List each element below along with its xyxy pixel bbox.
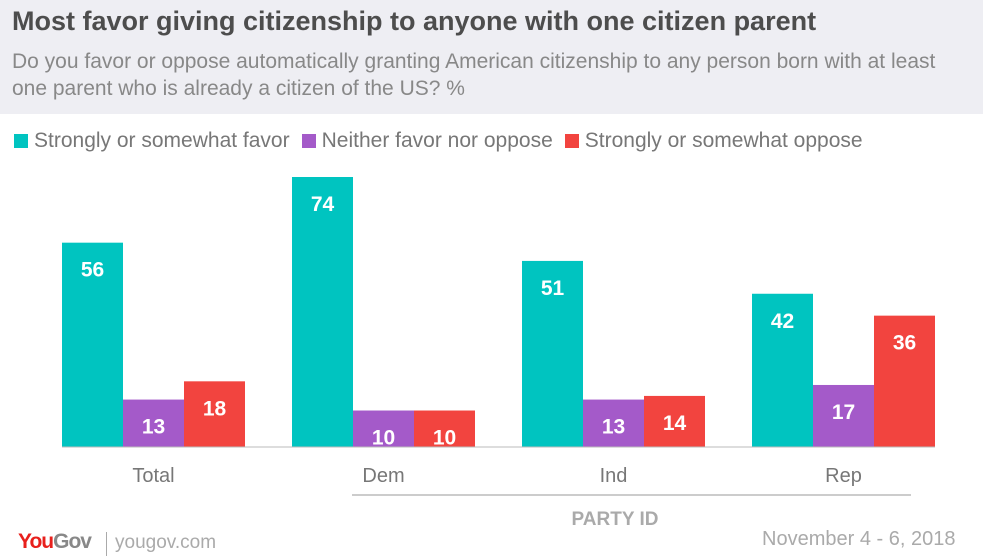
- data-label: 14: [663, 412, 687, 435]
- bar: [522, 260, 583, 447]
- yougov-logo: YouGov: [18, 530, 92, 553]
- data-label: 36: [893, 332, 916, 355]
- bar: [292, 177, 353, 447]
- bar: [583, 399, 644, 447]
- chart-subtitle: Do you favor or oppose automatically gra…: [12, 50, 936, 100]
- legend-swatch: [564, 134, 579, 148]
- legend-item: Strongly or somewhat oppose: [564, 129, 863, 153]
- data-label: 51: [541, 277, 565, 300]
- bar: [123, 399, 184, 447]
- survey-date: November 4 - 6, 2018: [762, 528, 956, 550]
- legend-label: Strongly or somewhat oppose: [584, 129, 863, 152]
- legend-item: Strongly or somewhat favor: [14, 129, 290, 153]
- legend-swatch: [301, 134, 316, 148]
- category-label: Rep: [825, 465, 862, 487]
- legend-label: Strongly or somewhat favor: [34, 129, 290, 152]
- data-label: 74: [311, 193, 335, 216]
- data-label: 18: [203, 397, 227, 420]
- data-label: 13: [602, 416, 625, 439]
- data-label: 17: [832, 401, 855, 424]
- category-label: Dem: [362, 465, 404, 487]
- site-url: yougov.com: [106, 532, 216, 556]
- legend: Strongly or somewhat favor Neither favor …: [14, 129, 875, 153]
- bar: [184, 381, 245, 447]
- bar: [353, 410, 414, 447]
- data-label: 13: [142, 416, 165, 439]
- bar: [752, 293, 813, 447]
- data-label: 10: [433, 427, 456, 450]
- legend-item: Neither favor nor oppose: [301, 129, 553, 153]
- bar: [414, 410, 475, 447]
- bar: [874, 315, 935, 447]
- legend-swatch: [14, 134, 28, 148]
- bar: [644, 395, 705, 447]
- group-label: PARTY ID: [572, 509, 659, 530]
- data-label: 56: [81, 259, 104, 282]
- header-panel: Most favor giving citizenship to anyone …: [0, 0, 983, 114]
- data-label: 10: [372, 427, 395, 450]
- legend-label: Neither favor nor oppose: [321, 129, 553, 152]
- bar: [62, 242, 123, 447]
- category-label: Total: [132, 465, 174, 487]
- category-label: Ind: [600, 465, 628, 487]
- chart-title: Most favor giving citizenship to anyone …: [12, 6, 817, 36]
- data-label: 42: [771, 310, 794, 333]
- bar: [813, 384, 874, 447]
